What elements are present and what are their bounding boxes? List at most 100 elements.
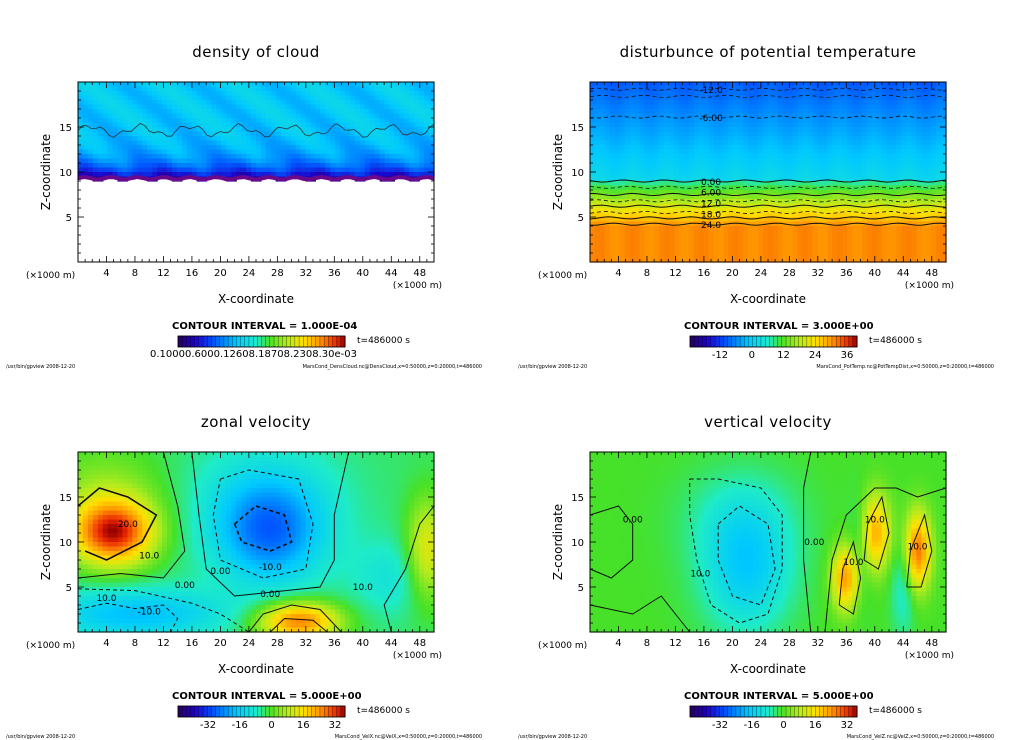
heatmap-cell [654, 140, 660, 146]
heatmap-cell [852, 131, 858, 137]
heatmap-cell [236, 158, 242, 164]
heatmap-cell [599, 239, 606, 245]
heatmap-cell [624, 226, 631, 232]
heatmap-cell [629, 248, 636, 254]
heatmap-cell [614, 212, 621, 218]
heatmap-cell [236, 167, 242, 173]
heatmap-cell [876, 226, 883, 232]
heatmap-cell [857, 158, 863, 164]
heatmap-cell [931, 253, 937, 259]
heatmap-cell [206, 100, 213, 106]
heatmap-cell [669, 91, 675, 97]
heatmap-cell [891, 217, 898, 223]
heatmap-cell [782, 122, 789, 128]
colorbar-segment [177, 335, 183, 348]
x-tick-label: 16 [698, 268, 711, 279]
heatmap-cell [891, 221, 898, 227]
heatmap-cell [797, 181, 804, 187]
heatmap-cell [201, 140, 208, 146]
heatmap-cell [777, 145, 784, 151]
footer-left: /usr/bin/gpview 2008-12-20 [6, 364, 75, 370]
heatmap-cell [743, 212, 749, 218]
heatmap-cell [723, 109, 730, 115]
heatmap-cell [191, 136, 198, 142]
heatmap-cell [669, 194, 675, 200]
colorbar-segment [752, 335, 758, 348]
heatmap-cell [787, 163, 794, 169]
heatmap-cell [787, 82, 794, 88]
heatmap-cell [275, 145, 282, 151]
heatmap-cell [807, 248, 814, 254]
heatmap-cell [669, 163, 675, 169]
heatmap-cell [901, 82, 908, 88]
heatmap-cell [639, 122, 645, 128]
heatmap-cell [703, 190, 710, 196]
heatmap-cell [916, 122, 922, 128]
heatmap-cell [112, 149, 119, 155]
heatmap-cell [718, 91, 725, 97]
heatmap-cell [753, 230, 759, 236]
heatmap-cell [246, 145, 252, 151]
heatmap-cell [931, 190, 937, 196]
heatmap-cell [107, 136, 114, 142]
heatmap-cell [921, 199, 927, 205]
heatmap-cell [896, 109, 903, 115]
heatmap-cell [861, 158, 868, 164]
heatmap-cell [599, 167, 606, 173]
heatmap-cell [644, 212, 650, 218]
heatmap-cell [419, 163, 425, 169]
heatmap-cell [142, 167, 148, 173]
heatmap-cell [619, 185, 626, 191]
heatmap-cell [92, 483, 99, 489]
heatmap-cell [295, 86, 302, 92]
heatmap-cell [683, 86, 690, 92]
heatmap-cell [354, 109, 361, 115]
heatmap-cell [275, 167, 282, 173]
colorbar-segment [798, 335, 804, 348]
heatmap-cell [614, 221, 621, 227]
heatmap-cell [127, 131, 133, 137]
heatmap-cell [674, 136, 680, 142]
heatmap-cell [688, 109, 695, 115]
heatmap-cell [285, 109, 292, 115]
heatmap-cell [629, 181, 636, 187]
heatmap-cell [693, 127, 700, 133]
heatmap-cell [162, 140, 168, 146]
heatmap-cell [688, 248, 695, 254]
heatmap-cell [911, 185, 917, 191]
heatmap-cell [891, 145, 898, 151]
heatmap-cell [137, 163, 143, 169]
heatmap-cell [926, 212, 932, 218]
heatmap-cell [931, 235, 937, 241]
heatmap-cell [832, 208, 838, 214]
heatmap-cell [881, 145, 888, 151]
heatmap-cell [221, 163, 227, 169]
heatmap-cell [926, 181, 932, 187]
heatmap-cell [777, 167, 784, 173]
heatmap-cell [906, 248, 912, 254]
heatmap-cell [891, 127, 898, 133]
x-tick-label: 20 [726, 268, 739, 279]
heatmap-cell [82, 564, 89, 570]
heatmap-cell [891, 248, 898, 254]
heatmap-cell [345, 149, 351, 155]
heatmap-cell [852, 226, 858, 232]
heatmap-cell [82, 546, 89, 552]
heatmap-cell [599, 172, 606, 178]
heatmap-cell [817, 208, 823, 214]
heatmap-cell [763, 163, 769, 169]
heatmap-cell [842, 176, 848, 182]
heatmap-cell [743, 154, 749, 160]
heatmap-cell [112, 154, 119, 160]
heatmap-cell [107, 163, 114, 169]
heatmap-cell [738, 104, 744, 110]
heatmap-cell [664, 145, 670, 151]
heatmap-cell [688, 176, 695, 182]
heatmap-cell [708, 109, 715, 115]
heatmap-cell [419, 140, 425, 146]
heatmap-cell [310, 113, 316, 119]
heatmap-cell [349, 136, 356, 142]
heatmap-cell [614, 190, 621, 196]
heatmap-cell [703, 91, 710, 97]
heatmap-cell [738, 208, 744, 214]
